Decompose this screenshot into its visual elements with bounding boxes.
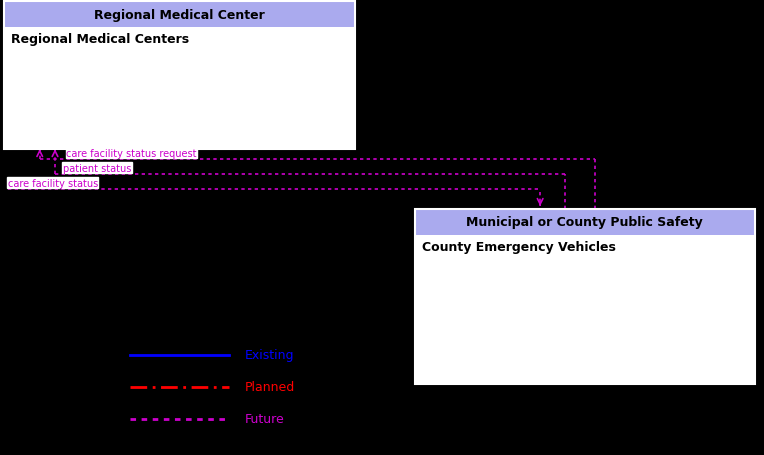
- Text: Existing: Existing: [244, 349, 294, 361]
- Text: Planned: Planned: [244, 380, 295, 393]
- Text: Future: Future: [244, 412, 284, 425]
- Text: care facility status: care facility status: [8, 178, 98, 188]
- Bar: [415, 209, 755, 236]
- Text: patient status: patient status: [63, 163, 131, 173]
- Bar: [415, 236, 755, 384]
- Text: County Emergency Vehicles: County Emergency Vehicles: [422, 240, 617, 253]
- Text: Regional Medical Centers: Regional Medical Centers: [11, 33, 189, 46]
- Text: Regional Medical Center: Regional Medical Center: [94, 9, 265, 21]
- Bar: [415, 209, 755, 384]
- Bar: [4, 28, 355, 150]
- Text: Municipal or County Public Safety: Municipal or County Public Safety: [467, 216, 703, 229]
- Text: care facility status request: care facility status request: [66, 148, 197, 158]
- Bar: [4, 2, 355, 150]
- Bar: [4, 2, 355, 28]
